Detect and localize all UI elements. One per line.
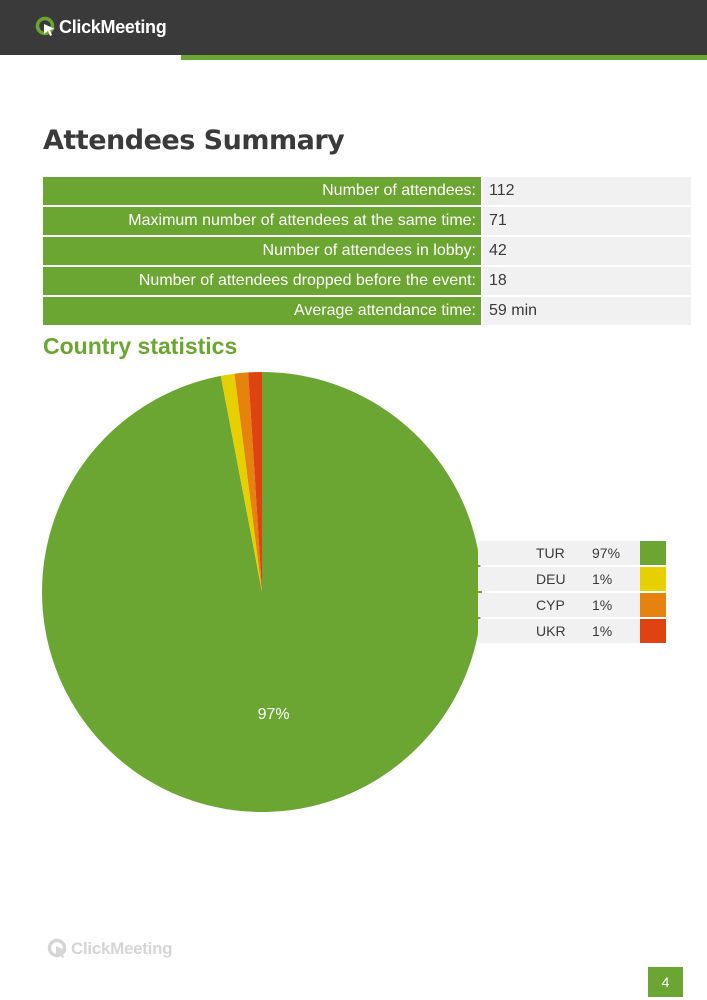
footer-logo: ClickMeeting xyxy=(47,938,173,960)
legend-swatch xyxy=(640,619,666,643)
pie-slice-tur xyxy=(42,372,483,812)
summary-row: Maximum number of attendees at the same … xyxy=(43,207,691,235)
page-header: ClickMeeting xyxy=(0,0,707,55)
footer-logo-text: ClickMeeting xyxy=(71,939,173,958)
summary-label: Number of attendees: xyxy=(43,177,481,205)
pie-slice-ukr xyxy=(248,371,262,592)
legend-percent: 1% xyxy=(592,623,613,639)
clickmeeting-logo: ClickMeeting xyxy=(35,16,167,38)
pie-legend: TUR 97% DEU 1% CYP 1% UKR 1% xyxy=(478,541,666,645)
pie-slice-cyp xyxy=(234,372,262,592)
header-accent-stripe xyxy=(181,55,707,60)
legend-country: TUR xyxy=(536,545,565,561)
country-statistics-heading: Country statistics xyxy=(43,333,238,359)
legend-row: DEU 1% xyxy=(478,567,666,591)
summary-row: Number of attendees dropped before the e… xyxy=(43,267,691,295)
summary-row: Number of attendees: 112 xyxy=(43,177,691,205)
summary-value: 71 xyxy=(483,207,691,235)
summary-row: Number of attendees in lobby: 42 xyxy=(43,237,691,265)
summary-value: 18 xyxy=(483,267,691,295)
legend-swatch xyxy=(640,567,666,591)
summary-row: Average attendance time: 59 min xyxy=(43,297,691,325)
attendees-summary-table: Number of attendees: 112 Maximum number … xyxy=(43,177,691,327)
summary-value: 42 xyxy=(483,237,691,265)
pie-slice-deu xyxy=(220,373,262,592)
legend-swatch xyxy=(640,541,666,565)
clickmeeting-logo-icon xyxy=(35,16,55,36)
summary-label: Number of attendees in lobby: xyxy=(43,237,481,265)
legend-row: CYP 1% xyxy=(478,593,666,617)
pie-slice-label: 97% xyxy=(258,706,290,723)
summary-label: Number of attendees dropped before the e… xyxy=(43,267,481,295)
clickmeeting-logo-icon xyxy=(47,938,67,958)
legend-swatch xyxy=(640,593,666,617)
legend-row: UKR 1% xyxy=(478,619,666,643)
page-title: Attendees Summary xyxy=(43,125,345,156)
legend-percent: 97% xyxy=(592,545,621,561)
legend-percent: 1% xyxy=(592,597,613,613)
legend-country: CYP xyxy=(536,597,565,613)
legend-country: UKR xyxy=(536,623,566,639)
summary-label: Maximum number of attendees at the same … xyxy=(43,207,481,235)
legend-percent: 1% xyxy=(592,571,613,587)
legend-country: DEU xyxy=(536,571,566,587)
logo-text: ClickMeeting xyxy=(59,16,167,37)
summary-value: 59 min xyxy=(483,297,691,325)
page-number: 4 xyxy=(648,967,683,997)
summary-value: 112 xyxy=(483,177,691,205)
summary-label: Average attendance time: xyxy=(43,297,481,325)
legend-row: TUR 97% xyxy=(478,541,666,565)
